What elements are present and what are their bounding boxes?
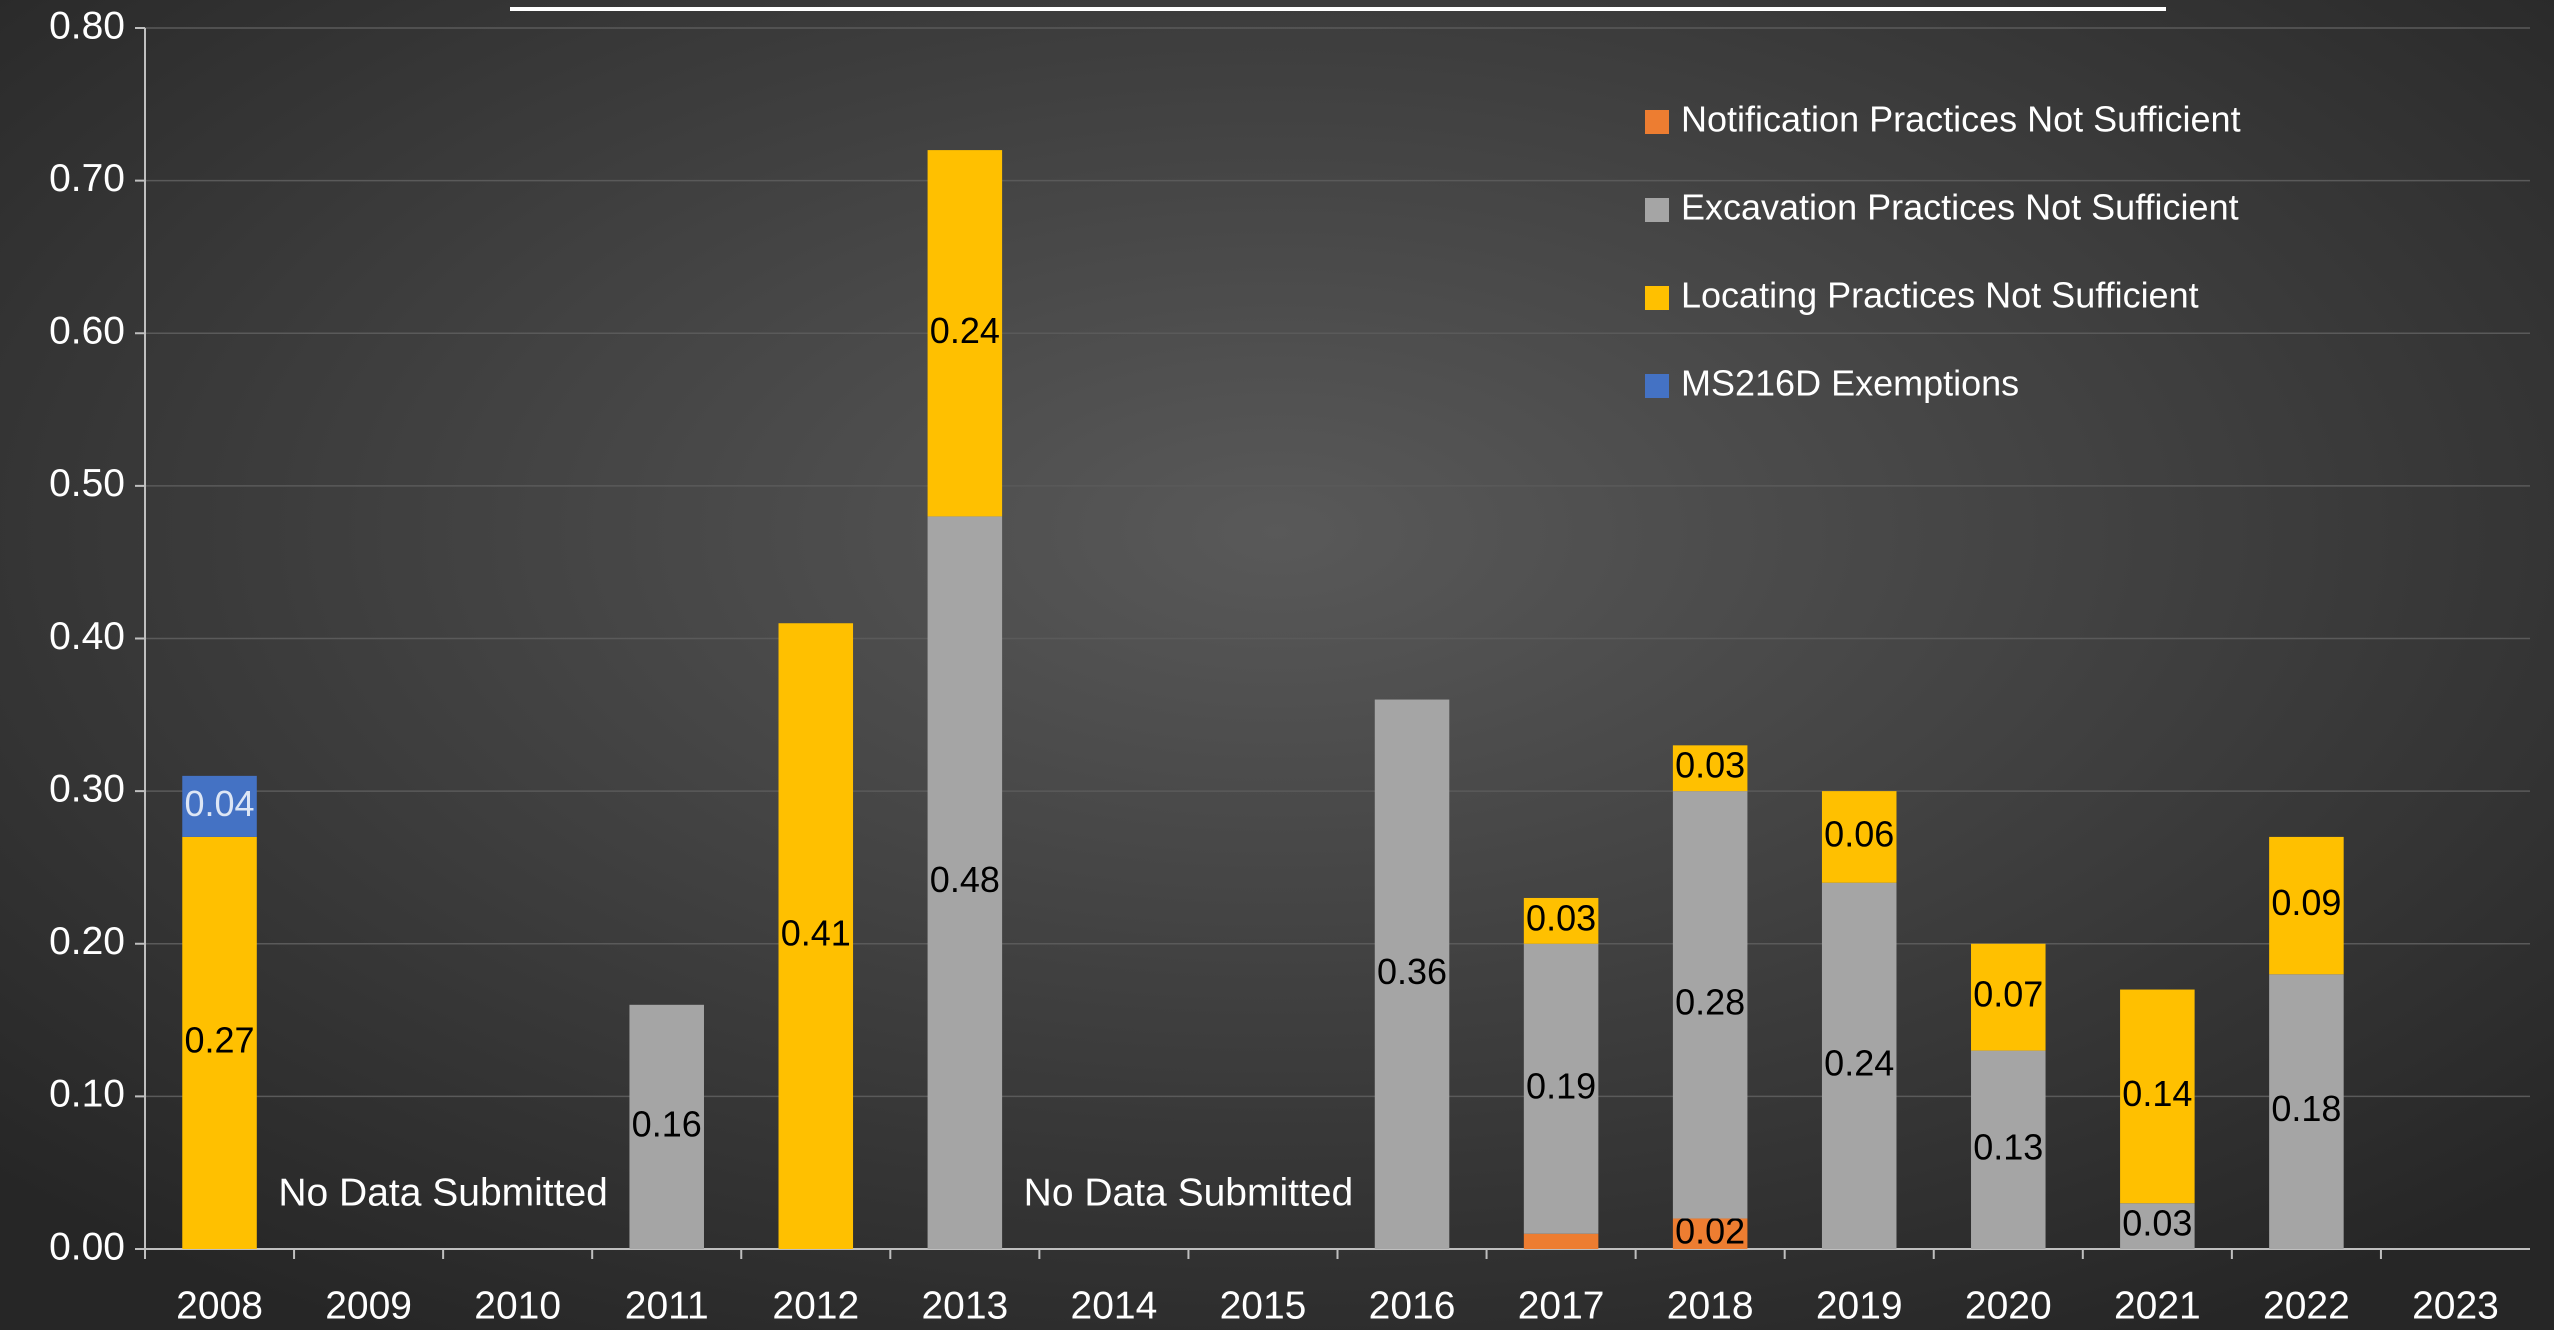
legend-label: MS216D Exemptions: [1681, 363, 2019, 404]
data-label: 0.03: [1675, 745, 1745, 786]
y-tick-label: 0.30: [49, 767, 125, 810]
x-tick-label: 2011: [625, 1284, 709, 1327]
legend-label: Locating Practices Not Sufficient: [1681, 275, 2199, 316]
bar-segment: [927, 150, 1003, 517]
y-tick-label: 0.00: [49, 1225, 125, 1268]
bar-segment: [927, 516, 1003, 1249]
legend-label: Excavation Practices Not Sufficient: [1681, 187, 2239, 228]
legend-swatch: [1645, 198, 1669, 222]
data-label: 0.16: [632, 1103, 702, 1144]
data-label: 0.13: [1973, 1126, 2043, 1167]
x-tick-label: 2016: [1369, 1284, 1456, 1327]
bar-segment: [778, 623, 854, 1249]
bar-segment: [1523, 943, 1599, 1234]
x-tick-label: 2022: [2263, 1284, 2350, 1327]
bar-segment: [2269, 836, 2344, 975]
data-label: 0.14: [2122, 1073, 2192, 1114]
x-tick-label: 2015: [1220, 1284, 1307, 1327]
x-tick-label: 2021: [2114, 1284, 2201, 1327]
bar-segment: [1821, 791, 1897, 883]
bar-segment: [1971, 943, 2046, 1051]
annotation: No Data Submitted: [1024, 1171, 1354, 1214]
data-label: 0.07: [1973, 974, 2043, 1015]
data-label: 0.41: [781, 913, 851, 954]
bar-segment: [1523, 1233, 1599, 1249]
data-label: 0.24: [930, 310, 1000, 351]
x-tick-label: 2020: [1965, 1284, 2052, 1327]
legend-label: Notification Practices Not Sufficient: [1681, 99, 2241, 140]
data-label: 0.36: [1377, 951, 1447, 992]
y-tick-label: 0.10: [49, 1073, 125, 1116]
bar-segment: [1672, 791, 1748, 1219]
annotation: No Data Submitted: [278, 1171, 608, 1214]
legend-swatch: [1645, 110, 1669, 134]
x-tick-label: 2023: [2412, 1284, 2499, 1327]
y-tick-label: 0.80: [49, 4, 125, 47]
x-tick-label: 2017: [1518, 1284, 1605, 1327]
y-tick-label: 0.60: [49, 310, 125, 353]
x-tick-label: 2012: [772, 1284, 859, 1327]
bar-segment: [1672, 745, 1748, 792]
bar-segment: [629, 1004, 704, 1249]
y-tick-label: 0.50: [49, 462, 125, 505]
x-tick-label: 2018: [1667, 1284, 1754, 1327]
x-tick-label: 2014: [1071, 1284, 1158, 1327]
data-label: 0.09: [2271, 882, 2341, 923]
data-label: 0.28: [1675, 981, 1745, 1022]
data-label: 0.04: [184, 783, 254, 824]
y-tick-label: 0.70: [49, 157, 125, 200]
data-label: 0.03: [2122, 1203, 2192, 1244]
bar-segment: [182, 775, 257, 837]
data-label: 0.03: [1526, 897, 1596, 938]
x-tick-label: 2009: [325, 1284, 412, 1327]
y-tick-label: 0.40: [49, 615, 125, 658]
legend-swatch: [1645, 286, 1669, 310]
data-label: 0.19: [1526, 1065, 1596, 1106]
bar-segment: [1523, 897, 1599, 944]
data-label: 0.18: [2271, 1088, 2341, 1129]
bar-segment: [1374, 699, 1450, 1249]
data-label: 0.24: [1824, 1042, 1894, 1083]
data-label: 0.48: [930, 859, 1000, 900]
bar-segment: [182, 836, 257, 1249]
x-tick-label: 2013: [921, 1284, 1008, 1327]
bar-segment: [2120, 1203, 2195, 1249]
y-tick-label: 0.20: [49, 920, 125, 963]
bar-segment: [2120, 989, 2195, 1204]
bar-segment: [1672, 1218, 1748, 1249]
x-tick-label: 2008: [176, 1284, 263, 1327]
bar-segment: [1821, 882, 1897, 1249]
bar-segment: [1971, 1050, 2046, 1249]
legend-swatch: [1645, 374, 1669, 398]
bar-segment: [2269, 974, 2344, 1249]
x-tick-label: 2010: [474, 1284, 561, 1327]
data-label: 0.06: [1824, 813, 1894, 854]
x-tick-label: 2019: [1816, 1284, 1903, 1327]
data-label: 0.27: [184, 1019, 254, 1060]
